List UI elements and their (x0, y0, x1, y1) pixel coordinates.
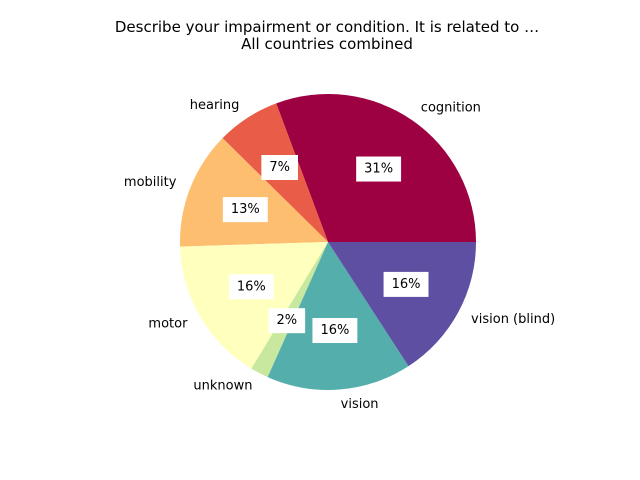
svg-text:31%: 31% (364, 162, 393, 177)
svg-text:16%: 16% (320, 323, 349, 338)
category-label: cognition (421, 101, 481, 116)
pie-slice-mobility (180, 138, 328, 247)
category-label: hearing (190, 98, 240, 113)
percent-label: 16% (312, 318, 358, 344)
chart-title-line-2: All countries combined (241, 35, 413, 53)
category-label: vision (341, 397, 379, 412)
pie-slice-vision (267, 242, 409, 390)
category-label: motor (148, 317, 188, 332)
category-label: unknown (193, 379, 252, 394)
chart-title-line-1: Describe your impairment or condition. I… (115, 18, 539, 36)
pie-slice-vision-blind- (328, 242, 476, 367)
pie-slices (180, 93, 476, 390)
svg-text:16%: 16% (237, 279, 266, 294)
pie-labels: cognition 31% hearing 7% mobility 13% motor 16%… (124, 98, 555, 412)
svg-text:2%: 2% (277, 313, 298, 328)
category-label: vision (blind) (471, 312, 555, 327)
category-label: mobility (124, 175, 177, 190)
pie-slice-motor (180, 242, 328, 369)
svg-text:13%: 13% (231, 202, 260, 217)
percent-label: 16% (228, 274, 274, 300)
percent-label: 16% (383, 271, 429, 297)
percent-label: 7% (261, 155, 298, 181)
svg-text:7%: 7% (269, 160, 290, 175)
percent-label: 31% (356, 156, 402, 182)
svg-text:16%: 16% (392, 277, 421, 292)
percent-label: 2% (268, 308, 306, 334)
percent-label: 13% (222, 197, 268, 223)
